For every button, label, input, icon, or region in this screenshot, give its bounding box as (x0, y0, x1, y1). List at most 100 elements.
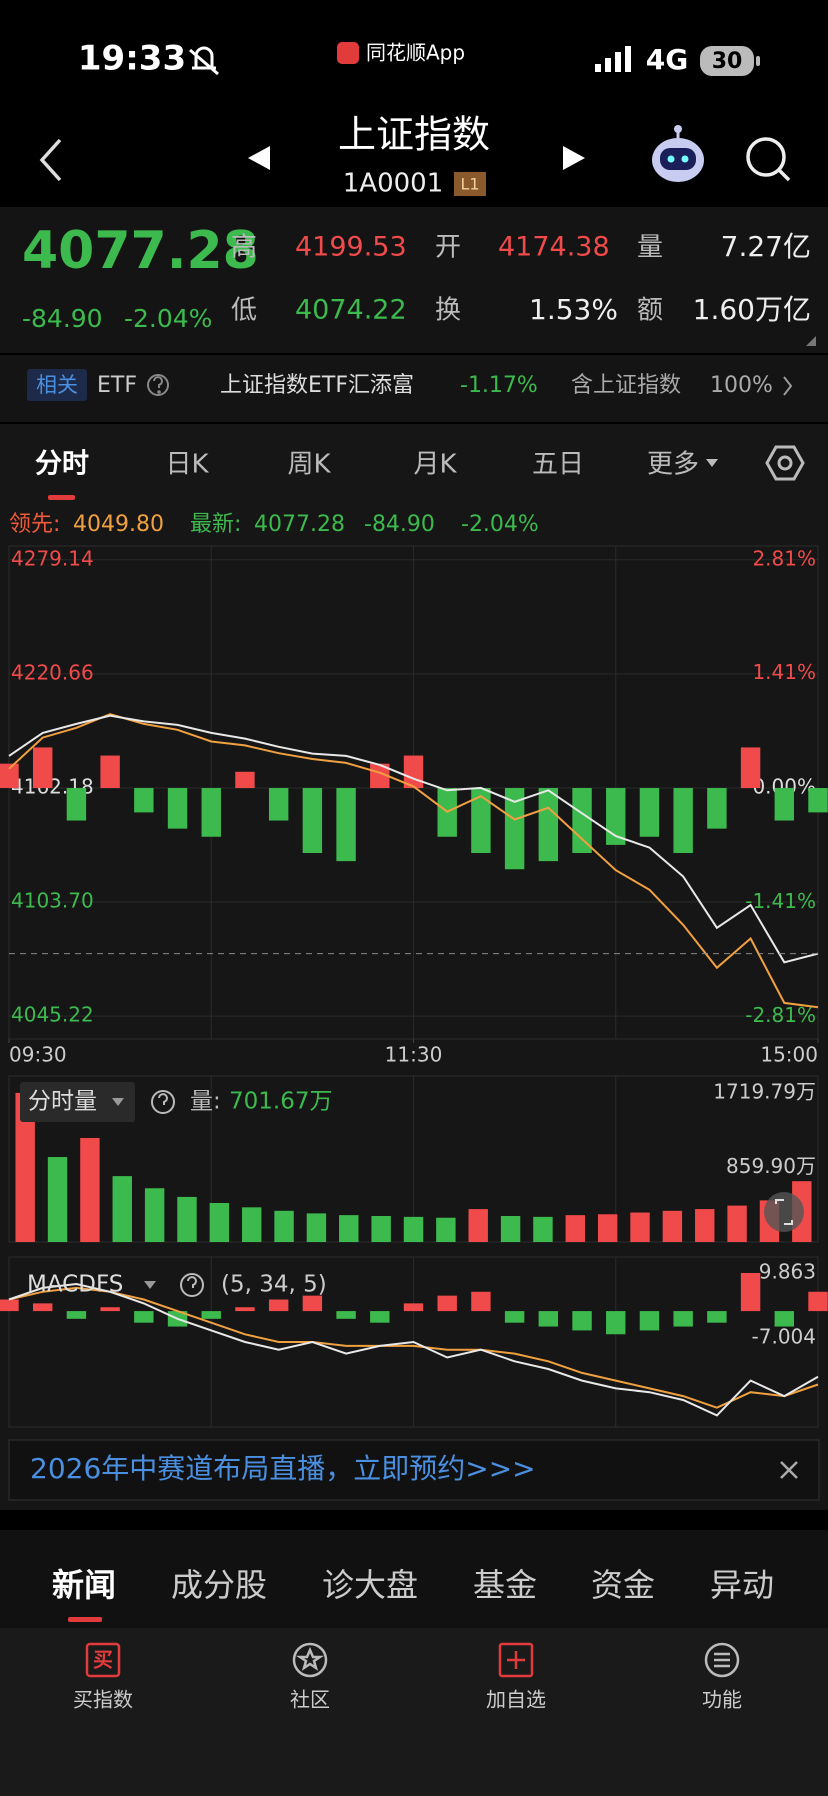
y2-tick-label: 2.81% (752, 546, 816, 570)
settings-icon[interactable] (765, 445, 805, 481)
buy-icon-text: 买 (93, 1648, 113, 1672)
bar (235, 1307, 255, 1312)
y2-tick-label: 1.41% (752, 660, 816, 684)
app-icon (337, 42, 359, 64)
latest-value: 4077.28 (254, 512, 345, 537)
bottom-tab[interactable]: 成分股 (171, 1566, 267, 1604)
bar (336, 788, 356, 862)
tab[interactable]: 分时 (35, 449, 89, 480)
bar (471, 788, 491, 854)
bar (504, 1311, 525, 1323)
bar (662, 1210, 683, 1242)
next-button[interactable] (563, 146, 585, 170)
bar (606, 1311, 626, 1335)
tab[interactable]: 周K (287, 450, 331, 480)
change-pct: -2.04% (124, 304, 212, 333)
banner[interactable] (8, 1439, 820, 1501)
bar (274, 1210, 294, 1242)
volume-help[interactable] (151, 1090, 175, 1114)
function-icon[interactable] (704, 1642, 740, 1678)
header-code: 1A0001 (343, 169, 444, 199)
line-series (8, 1282, 819, 1417)
bottom-tab[interactable]: 基金 (473, 1566, 537, 1604)
bar (0, 763, 19, 789)
back-button[interactable] (39, 138, 62, 182)
community-icon[interactable] (292, 1642, 328, 1678)
bar (572, 788, 592, 854)
bar (201, 788, 221, 837)
bar (707, 788, 727, 829)
bottom-tab[interactable]: 诊大盘 (322, 1566, 418, 1604)
price: 4077.28 (22, 221, 259, 281)
macd-title: MACDFS (27, 1272, 123, 1298)
bar (707, 1311, 727, 1323)
etf-bg (0, 355, 828, 422)
banner-text[interactable]: 2026年中赛道布局直播，立即预约>>> (30, 1452, 536, 1485)
battery-tip (756, 56, 760, 66)
nav-label[interactable]: 社区 (290, 1688, 330, 1712)
buy-icon[interactable] (85, 1642, 121, 1678)
etf-name[interactable]: 上证指数ETF汇添富 (220, 373, 414, 398)
bar (167, 788, 188, 829)
y-tick-label: 1719.79万 (713, 1079, 816, 1103)
assistant-icon[interactable] (652, 125, 704, 182)
volume-selector[interactable] (20, 1082, 135, 1122)
search-icon[interactable] (746, 137, 791, 182)
lead-label: 领先: (9, 512, 60, 537)
status-app: 同花顺App (366, 41, 465, 65)
bar (201, 1311, 221, 1319)
nav-label[interactable]: 功能 (702, 1688, 742, 1712)
bar (437, 1295, 457, 1312)
tab[interactable]: 五日 (532, 450, 584, 480)
macd-caret[interactable] (144, 1281, 156, 1289)
holding-label: 含上证指数 (571, 373, 681, 398)
bar (134, 788, 154, 813)
volume: 7.27亿 (721, 230, 811, 263)
nav-label[interactable]: 买指数 (73, 1688, 133, 1712)
banner-close[interactable] (780, 1461, 798, 1479)
macd-help[interactable] (180, 1273, 204, 1297)
etf-arrow[interactable] (783, 376, 793, 396)
bar (241, 1207, 262, 1242)
bar (403, 1216, 424, 1242)
latest-label: 最新: (190, 512, 241, 537)
bar (235, 771, 255, 789)
help-icon[interactable] (147, 374, 169, 396)
bar (370, 763, 390, 789)
bottom-tab[interactable]: 资金 (591, 1566, 655, 1604)
status-time: 19:33 (78, 39, 186, 79)
mute-icon (189, 46, 219, 76)
y-tick-label: 859.90万 (726, 1154, 816, 1178)
low-label: 低 (231, 296, 257, 326)
line-series (8, 1286, 819, 1409)
expand-corner[interactable] (806, 336, 816, 346)
bar (572, 1311, 592, 1331)
signal-icon (595, 46, 631, 72)
bottom-tab-indicator (68, 1617, 102, 1622)
macd-params: (5, 34, 5) (221, 1272, 327, 1298)
volume-legend-value: 701.67万 (229, 1089, 332, 1115)
add-icon[interactable] (498, 1642, 534, 1678)
tab[interactable]: 更多 (647, 450, 699, 480)
battery-level: 30 (712, 49, 743, 74)
y-tick-label: 4220.66 (11, 660, 94, 684)
bar (639, 1311, 660, 1331)
bar (100, 1307, 120, 1312)
bottom-tab[interactable]: 异动 (710, 1566, 774, 1604)
bottom-tab[interactable]: 新闻 (52, 1566, 116, 1604)
prev-button[interactable] (248, 146, 270, 170)
bar (134, 1311, 154, 1323)
etf-change: -1.17% (460, 373, 538, 398)
change: -84.90 (22, 304, 103, 333)
bar (403, 1303, 424, 1312)
nav-label[interactable]: 加自选 (486, 1688, 546, 1712)
open: 4174.38 (498, 232, 610, 263)
tab[interactable]: 月K (413, 450, 457, 480)
bar (33, 1303, 53, 1312)
amount-label: 额 (637, 296, 663, 326)
tab[interactable]: 日K (165, 450, 209, 480)
latest-change: -84.90 (364, 512, 435, 537)
high: 4199.53 (295, 232, 407, 263)
fullscreen-button[interactable] (764, 1192, 804, 1232)
bar (740, 1272, 761, 1312)
